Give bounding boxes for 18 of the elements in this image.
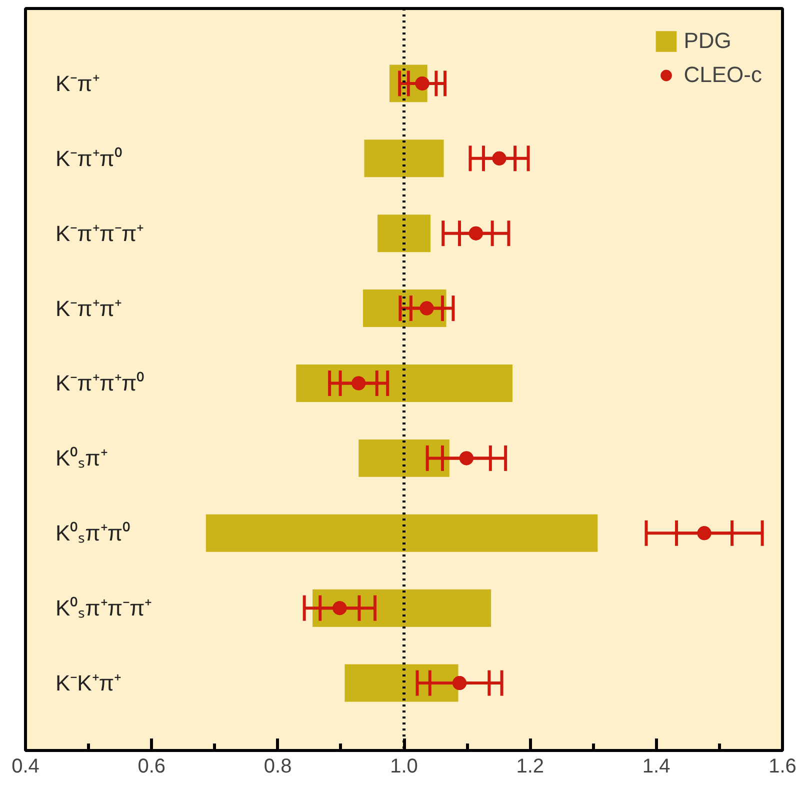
x-tick-label: 1.2: [516, 756, 544, 778]
x-tick-label: 1.0: [390, 756, 418, 778]
y-tick-label: K⁰ₛπ⁺π⁻π⁺: [56, 596, 152, 621]
y-tick-label: K⁻π⁺π⁺π⁰: [56, 370, 145, 396]
legend-label: CLEO-c: [684, 62, 762, 88]
y-tick-label: K⁻π⁺π⁰: [56, 146, 123, 171]
x-tick-label: 1.6: [768, 756, 796, 778]
x-tick-label: 0.8: [264, 756, 292, 778]
y-tick-label: K⁻π⁺: [56, 70, 100, 96]
y-tick-label: K⁻K⁺π⁺: [56, 670, 122, 696]
x-tick-label: 0.6: [138, 756, 166, 778]
y-tick-label: K⁰ₛπ⁺: [56, 446, 108, 471]
x-tick-label: 0.4: [12, 756, 40, 778]
legend-label: PDG: [684, 28, 732, 54]
y-tick-label: K⁻π⁺π⁻π⁺: [56, 220, 144, 246]
x-tick-label: 1.4: [642, 756, 670, 778]
y-tick-label: K⁻π⁺π⁺: [56, 296, 122, 321]
y-tick-label: K⁰ₛπ⁺π⁰: [56, 520, 131, 546]
